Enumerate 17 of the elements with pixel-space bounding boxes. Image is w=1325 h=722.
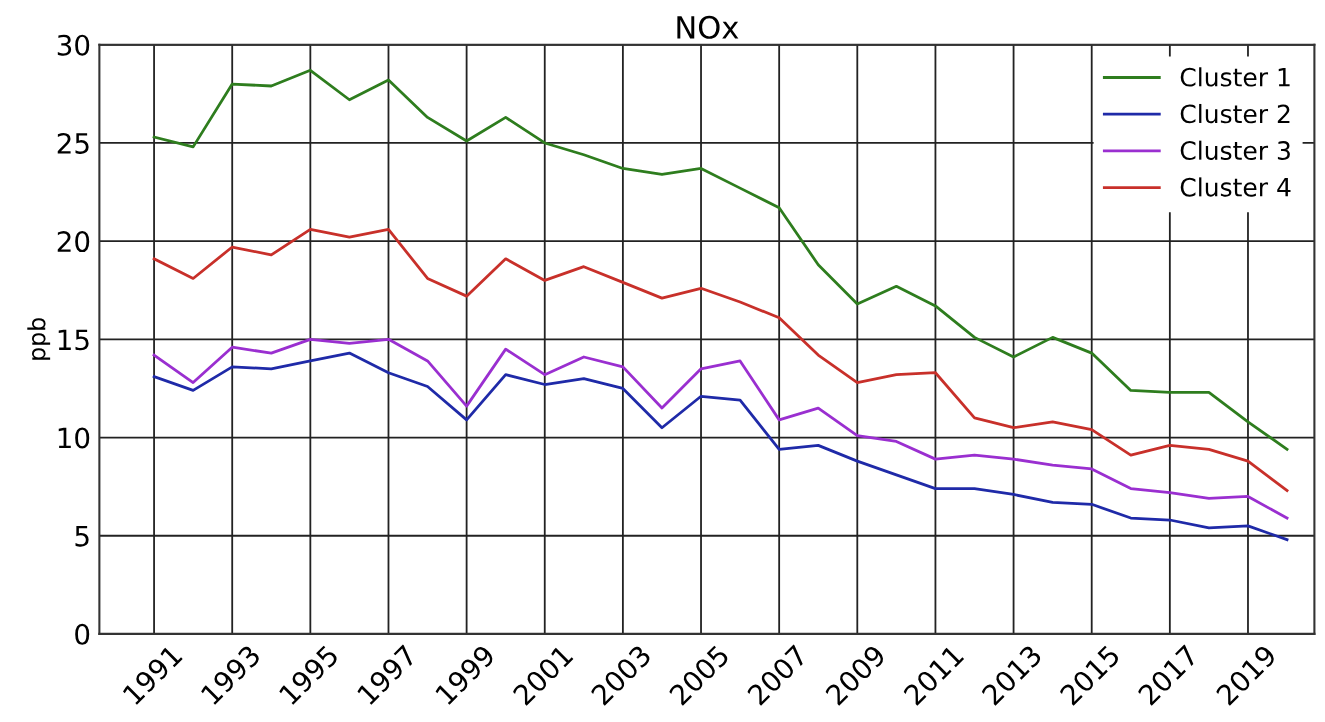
- legend-label: Cluster 1: [1180, 67, 1290, 87]
- line-series: [152, 351, 1289, 542]
- legend-label: Cluster 2: [1180, 103, 1290, 124]
- y-tick-label: 20: [57, 231, 90, 253]
- y-tick-label: 10: [58, 427, 90, 449]
- y-tick-label: 25: [57, 132, 89, 154]
- y-tick-label: 5: [75, 526, 89, 547]
- legend-label: Cluster 4: [1180, 177, 1291, 197]
- y-tick-label: 15: [58, 329, 89, 351]
- line-series: [152, 68, 1289, 451]
- y-tick-label: 0: [75, 623, 90, 645]
- y-tick-label: 30: [57, 34, 90, 56]
- y-axis-title: ppb: [27, 318, 51, 360]
- chart-title: NOx: [677, 15, 739, 39]
- legend-label: Cluster 3: [1180, 140, 1290, 161]
- line-series: [152, 227, 1289, 492]
- line-series: [152, 337, 1289, 520]
